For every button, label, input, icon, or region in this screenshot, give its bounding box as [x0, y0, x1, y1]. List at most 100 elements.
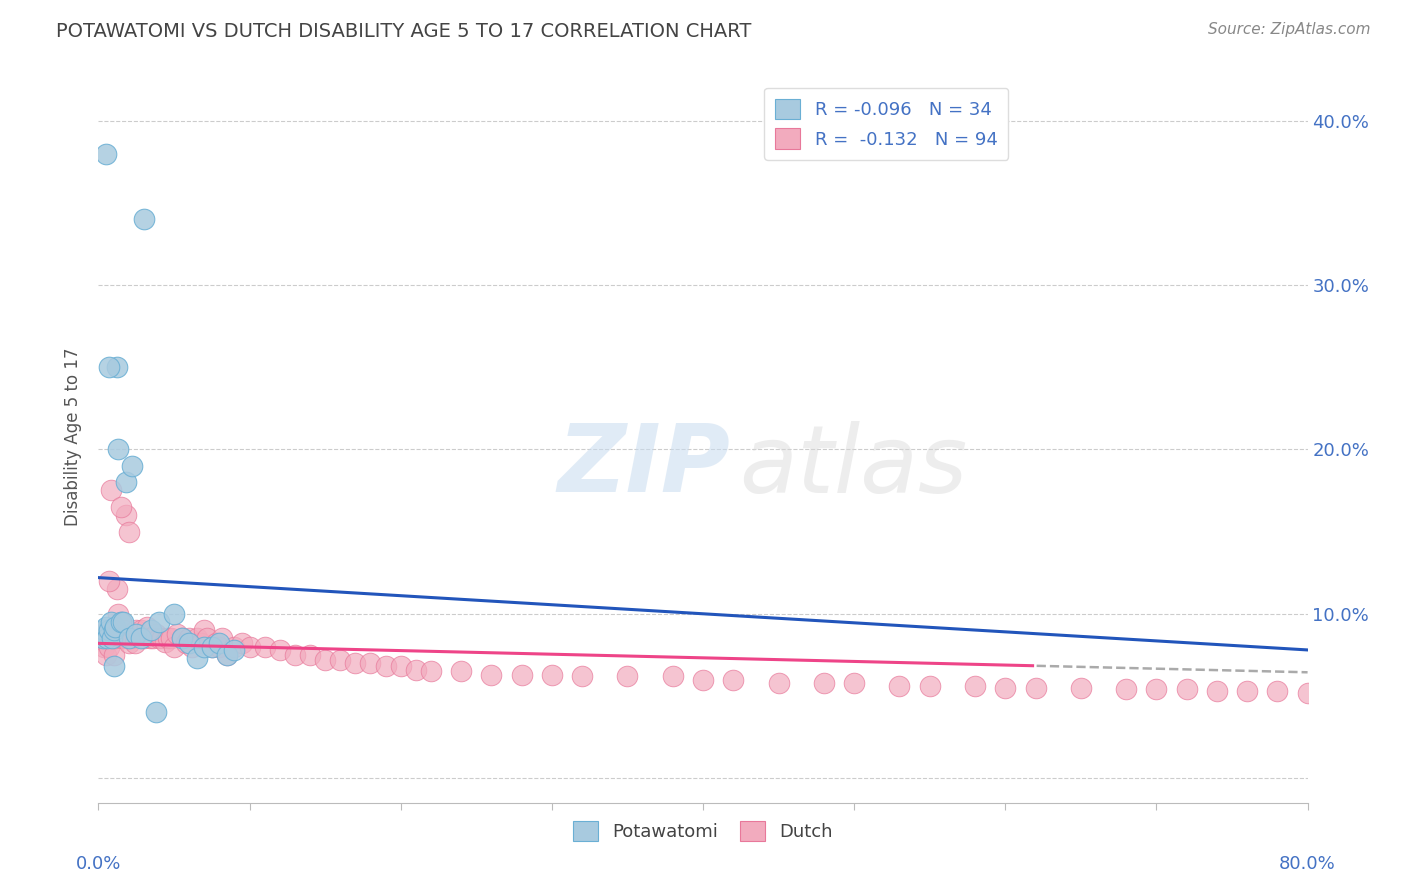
Point: [103, 659, 125, 673]
Point: [145, 706, 167, 720]
Point: [148, 615, 170, 629]
Text: atlas: atlas: [740, 421, 967, 512]
Point: [100, 615, 122, 629]
Point: [150, 632, 173, 646]
Point: [723, 673, 745, 687]
Point: [179, 632, 201, 646]
Point: [170, 632, 193, 646]
Point: [156, 632, 179, 646]
Point: [112, 624, 135, 638]
Point: [208, 640, 231, 654]
Point: [163, 640, 186, 654]
Point: [481, 667, 503, 681]
Point: [965, 679, 987, 693]
Point: [94, 620, 117, 634]
Point: [94, 648, 117, 662]
Point: [111, 632, 134, 646]
Point: [110, 500, 132, 514]
Point: [111, 615, 134, 629]
Point: [110, 615, 132, 629]
Point: [105, 360, 128, 375]
Point: [193, 640, 215, 654]
Point: [166, 626, 188, 640]
Point: [142, 632, 165, 646]
Point: [103, 624, 125, 638]
Point: [174, 636, 197, 650]
Legend: Potawatomi, Dutch: Potawatomi, Dutch: [565, 814, 841, 848]
Point: [329, 653, 352, 667]
Point: [118, 636, 141, 650]
Point: [179, 636, 201, 650]
Point: [374, 659, 396, 673]
Point: [98, 624, 121, 638]
Point: [692, 673, 714, 687]
Point: [450, 665, 472, 679]
Point: [114, 475, 136, 490]
Point: [163, 607, 186, 621]
Point: [103, 648, 125, 662]
Text: ZIP: ZIP: [558, 420, 731, 512]
Point: [269, 643, 291, 657]
Point: [389, 659, 412, 673]
Point: [135, 620, 157, 634]
Point: [661, 669, 683, 683]
Point: [344, 656, 367, 670]
Point: [105, 582, 128, 596]
Point: [160, 632, 183, 646]
Point: [201, 640, 224, 654]
Point: [107, 442, 129, 457]
Point: [93, 640, 115, 654]
Point: [510, 667, 533, 681]
Point: [201, 640, 224, 654]
Point: [540, 667, 562, 681]
Point: [1296, 686, 1319, 700]
Point: [813, 675, 835, 690]
Point: [107, 607, 129, 621]
Point: [104, 632, 127, 646]
Point: [360, 656, 382, 670]
Point: [101, 632, 124, 646]
Point: [239, 640, 262, 654]
Point: [121, 632, 143, 646]
Point: [918, 679, 941, 693]
Point: [215, 648, 238, 662]
Point: [1236, 684, 1258, 698]
Point: [1175, 682, 1198, 697]
Point: [98, 640, 121, 654]
Point: [101, 624, 124, 638]
Point: [616, 669, 638, 683]
Point: [100, 632, 122, 646]
Point: [889, 679, 911, 693]
Point: [186, 632, 208, 646]
Point: [1206, 684, 1229, 698]
Point: [193, 624, 215, 638]
Text: POTAWATOMI VS DUTCH DISABILITY AGE 5 TO 17 CORRELATION CHART: POTAWATOMI VS DUTCH DISABILITY AGE 5 TO …: [56, 22, 752, 41]
Y-axis label: Disability Age 5 to 17: Disability Age 5 to 17: [65, 348, 83, 526]
Point: [405, 663, 427, 677]
Text: Source: ZipAtlas.com: Source: ZipAtlas.com: [1208, 22, 1371, 37]
Point: [96, 632, 118, 646]
Point: [129, 632, 152, 646]
Point: [224, 640, 246, 654]
Point: [145, 626, 167, 640]
Point: [121, 458, 143, 473]
Point: [115, 632, 138, 646]
Point: [108, 624, 131, 638]
Point: [100, 483, 122, 498]
Point: [132, 632, 155, 646]
Point: [195, 632, 218, 646]
Point: [768, 675, 790, 690]
Point: [186, 651, 208, 665]
Point: [114, 508, 136, 523]
Point: [253, 640, 276, 654]
Point: [1024, 681, 1046, 695]
Point: [94, 146, 117, 161]
Point: [299, 648, 322, 662]
Point: [420, 665, 443, 679]
Point: [211, 632, 233, 646]
Point: [91, 632, 114, 646]
Point: [124, 636, 146, 650]
Point: [208, 636, 231, 650]
Point: [139, 632, 162, 646]
Point: [994, 681, 1017, 695]
